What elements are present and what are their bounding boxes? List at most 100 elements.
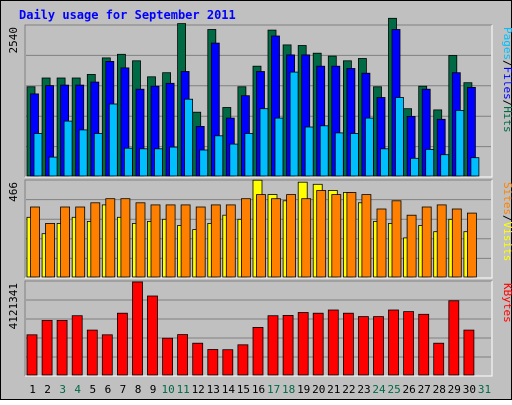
legend-pages: Pages [501, 27, 512, 60]
bar-kbytes-29 [448, 300, 460, 376]
legend-sites: Sites [501, 182, 512, 215]
bar-pages-15 [244, 133, 254, 177]
bar-kbytes-1 [26, 334, 38, 376]
x-tick-label-2: 2 [44, 383, 51, 396]
legend-kbytes: KBytes [501, 283, 512, 323]
legend-visits: Visits [501, 222, 512, 262]
bar-sites-15 [240, 198, 251, 278]
bar-kbytes-28 [433, 342, 445, 376]
bar-sites-20 [316, 190, 327, 278]
bar-kbytes-5 [86, 329, 98, 376]
bar-sites-21 [331, 194, 342, 278]
legend-separator: / [501, 100, 512, 107]
bar-kbytes-25 [388, 309, 399, 376]
x-tick-label-25: 25 [387, 383, 400, 396]
x-tick-label-20: 20 [312, 383, 325, 396]
bar-pages-3 [63, 120, 73, 177]
series-pages [33, 71, 480, 177]
bar-kbytes-10 [162, 337, 174, 376]
x-tick-label-22: 22 [342, 383, 355, 396]
x-tick-label-3: 3 [59, 383, 66, 396]
bar-pages-7 [124, 147, 133, 177]
bar-kbytes-30 [463, 329, 475, 376]
bar-pages-5 [93, 133, 103, 177]
bar-sites-18 [286, 194, 297, 278]
x-tick-label-26: 26 [402, 383, 415, 396]
bar-pages-24 [380, 148, 389, 177]
legend-separator: / [501, 60, 512, 67]
x-tick-label-18: 18 [282, 383, 295, 396]
series-sites [30, 190, 477, 278]
bar-pages-30 [470, 157, 480, 177]
x-tick-label-1: 1 [29, 383, 36, 396]
panel-kbytes: 4121341 KBytes [7, 280, 512, 377]
bar-pages-16 [259, 108, 269, 177]
bar-pages-18 [289, 71, 299, 177]
x-tick-label-10: 10 [161, 383, 174, 396]
bar-pages-19 [304, 126, 314, 177]
y-max-label: 4121341 [7, 283, 20, 329]
bar-kbytes-22 [342, 312, 354, 376]
legend-kbytes: KBytes [501, 283, 512, 323]
bar-sites-3 [60, 206, 70, 278]
bar-sites-9 [150, 204, 161, 278]
bar-kbytes-27 [418, 313, 430, 376]
bar-pages-17 [274, 117, 284, 177]
bar-kbytes-7 [117, 312, 128, 376]
x-tick-label-5: 5 [89, 383, 96, 396]
bar-kbytes-19 [297, 312, 309, 376]
bar-kbytes-15 [237, 344, 249, 376]
bar-kbytes-14 [222, 349, 234, 376]
bar-kbytes-3 [56, 319, 68, 376]
bar-sites-30 [466, 212, 477, 278]
bar-sites-17 [271, 198, 281, 278]
bar-sites-7 [120, 198, 131, 278]
plot-border-highlight [25, 25, 493, 178]
plot-border-shadow [24, 280, 492, 376]
bar-kbytes-13 [207, 349, 219, 376]
bar-sites-2 [45, 222, 55, 278]
plot-border-shadow [24, 24, 492, 177]
bar-sites-19 [301, 198, 312, 278]
x-tick-label-17: 17 [267, 383, 280, 396]
bar-sites-26 [406, 214, 417, 278]
bar-sites-22 [346, 192, 357, 278]
x-tick-label-7: 7 [120, 383, 127, 396]
legend-hits-files-pages: Pages/Files/Hits [501, 27, 512, 133]
bar-sites-27 [421, 206, 432, 278]
y-max-label: 466 [7, 182, 20, 202]
bar-pages-12 [199, 149, 209, 177]
bar-kbytes-24 [373, 316, 384, 376]
x-tick-label-9: 9 [150, 383, 157, 396]
x-tick-label-6: 6 [105, 383, 112, 396]
x-tick-label-12: 12 [192, 383, 205, 396]
bar-kbytes-17 [267, 315, 279, 376]
bar-kbytes-9 [147, 295, 158, 376]
x-tick-label-24: 24 [372, 383, 386, 396]
bar-pages-6 [108, 103, 118, 177]
x-tick-label-13: 13 [207, 383, 220, 396]
bar-sites-1 [30, 206, 40, 278]
bar-pages-11 [184, 98, 194, 177]
bar-kbytes-11 [177, 334, 189, 376]
bar-sites-23 [361, 194, 372, 278]
plot-border-shadow [24, 179, 492, 278]
series-kbytes [26, 281, 475, 376]
bar-sites-4 [75, 206, 86, 278]
x-tick-label-19: 19 [297, 383, 310, 396]
bar-pages-4 [78, 129, 88, 177]
x-tick-label-11: 11 [177, 383, 190, 396]
x-tick-label-27: 27 [418, 383, 431, 396]
bar-sites-29 [451, 208, 462, 278]
legend-files: Files [501, 67, 512, 100]
bar-kbytes-8 [132, 281, 143, 376]
chart-title: Daily usage for September 2011 [19, 8, 236, 22]
bar-pages-8 [139, 148, 148, 177]
bar-pages-9 [154, 148, 163, 177]
x-tick-label-28: 28 [433, 383, 446, 396]
panel-visits-sites: 466 Sites/Visits [7, 179, 512, 279]
bar-pages-29 [455, 110, 465, 177]
